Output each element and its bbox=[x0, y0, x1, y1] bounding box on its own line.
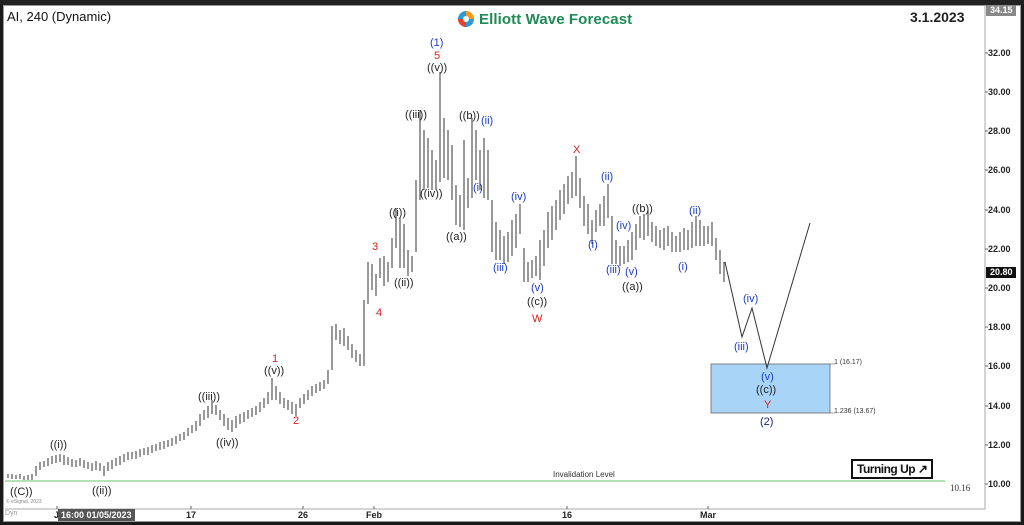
target-lower-label: 1.236 (13.67) bbox=[834, 408, 876, 415]
y-tick-label: 18.00 bbox=[988, 322, 1011, 332]
x-tick-label: 26 bbox=[298, 510, 309, 520]
wave-label-c-primary-proj: ((c)) bbox=[756, 384, 776, 396]
wave-label-iv-minor: (iv) bbox=[511, 191, 526, 203]
wave-label-b-primary-b: ((b)) bbox=[632, 203, 653, 215]
wave-label-iii-minor-proj: (iii) bbox=[734, 341, 749, 353]
target-upper-label: 1 (16.17) bbox=[834, 359, 863, 366]
ohlc-bars bbox=[7, 72, 725, 480]
wave-label-W: W bbox=[532, 313, 543, 325]
y-tick-label: 16.00 bbox=[988, 361, 1011, 371]
wave-label-ii-minor-c: (ii) bbox=[689, 205, 701, 217]
wave-label-v-primary: ((v)) bbox=[264, 365, 284, 377]
chart-frame bbox=[3, 5, 1021, 522]
wave-label-C-primary: ((C)) bbox=[10, 486, 33, 498]
y-tick-label: 28.00 bbox=[988, 126, 1011, 136]
y-tick-label: 20.00 bbox=[988, 283, 1011, 293]
wave-label-2: 2 bbox=[293, 415, 299, 427]
brand-swirl-icon bbox=[458, 11, 474, 27]
wave-label-ii-minor-b: (ii) bbox=[601, 171, 613, 183]
last-price-tag: 20.80 bbox=[986, 267, 1016, 278]
copyright-text: © eSignal, 2023 bbox=[6, 499, 42, 505]
projection-path bbox=[724, 222, 811, 370]
top-price-tag: 34.15 bbox=[986, 5, 1016, 16]
cursor-time-tag: 16:00 01/05/2023 bbox=[58, 509, 135, 521]
wave-label-a-primary: ((a)) bbox=[446, 231, 467, 243]
y-tick-label: 32.00 bbox=[988, 48, 1011, 58]
brand-name: Elliott Wave Forecast bbox=[479, 10, 633, 28]
wave-label-ii-primary: ((ii)) bbox=[92, 485, 112, 497]
y-tick-label: 26.00 bbox=[988, 165, 1011, 175]
wave-label-iii-primary: ((iii)) bbox=[198, 391, 220, 403]
wave-label-Y: Y bbox=[764, 399, 772, 411]
wave-label-4: 4 bbox=[376, 307, 382, 319]
wave-label-i-minor-c: (i) bbox=[678, 261, 688, 273]
x-tick-label: Feb bbox=[366, 510, 383, 520]
y-tick-label: 30.00 bbox=[988, 87, 1011, 97]
wave-label-3: 3 bbox=[372, 241, 378, 253]
wave-label-i-minor: (i) bbox=[473, 182, 483, 194]
wave-label-iv-primary-b: ((iv)) bbox=[420, 188, 443, 200]
turning-up-badge: Turning Up ↗ bbox=[851, 459, 934, 479]
y-tick-label: 24.00 bbox=[988, 205, 1011, 215]
brand-logo: Elliott Wave Forecast bbox=[457, 10, 632, 28]
window-top-bar bbox=[0, 0, 1024, 5]
wave-label-v-minor-b: (v) bbox=[625, 266, 638, 278]
wave-label-i-primary: ((i)) bbox=[50, 439, 67, 451]
wave-label-ii-minor: (ii) bbox=[481, 115, 493, 127]
wave-label-iv-minor-b: (iv) bbox=[616, 220, 631, 232]
x-tick-label: Mar bbox=[700, 510, 717, 520]
invalidation-label: Invalidation Level bbox=[553, 470, 615, 479]
x-tick-label: 17 bbox=[186, 510, 197, 520]
wave-label-i-primary-b: ((i)) bbox=[389, 207, 406, 219]
wave-label-iii-primary-b: ((iii)) bbox=[405, 109, 427, 121]
wave-label-iv-minor-proj: (iv) bbox=[743, 293, 758, 305]
y-tick-label: 14.00 bbox=[988, 401, 1011, 411]
y-tick-label: 22.00 bbox=[988, 244, 1011, 254]
wave-label-i-minor-b: (i) bbox=[588, 239, 598, 251]
invalidation-value: 10.16 bbox=[950, 483, 971, 493]
chart-date: 3.1.2023 bbox=[910, 9, 965, 25]
x-tick-label: J bbox=[54, 510, 60, 520]
wave-label-1-intermediate: (1) bbox=[430, 37, 443, 49]
wave-label-iv-primary: ((iv)) bbox=[216, 437, 239, 449]
wave-label-5: 5 bbox=[434, 50, 440, 62]
wave-label-c-primary: ((c)) bbox=[527, 296, 547, 308]
wave-label-2-intermediate: (2) bbox=[760, 416, 773, 428]
x-tick-label: 16 bbox=[562, 510, 573, 520]
y-tick-label: 12.00 bbox=[988, 440, 1011, 450]
wave-label-1: 1 bbox=[272, 353, 278, 365]
wave-label-iii-minor: (iii) bbox=[493, 262, 508, 274]
wave-label-X: X bbox=[573, 144, 581, 156]
wave-label-b-primary: ((b)) bbox=[459, 110, 480, 122]
wave-label-v-primary-b: ((v)) bbox=[427, 62, 447, 74]
wave-label-v-minor: (v) bbox=[531, 282, 544, 294]
y-tick-label: 10.00 bbox=[988, 479, 1011, 489]
dynamic-mode-toggle[interactable]: Dyn bbox=[5, 510, 18, 517]
wave-label-ii-primary-b: ((ii)) bbox=[394, 277, 414, 289]
wave-label-v-minor-proj: (v) bbox=[761, 371, 774, 383]
wave-label-a-primary-b: ((a)) bbox=[622, 281, 643, 293]
wave-label-iii-minor-b: (iii) bbox=[606, 264, 621, 276]
target-box bbox=[710, 363, 831, 414]
symbol-title: AI, 240 (Dynamic) bbox=[7, 9, 112, 24]
